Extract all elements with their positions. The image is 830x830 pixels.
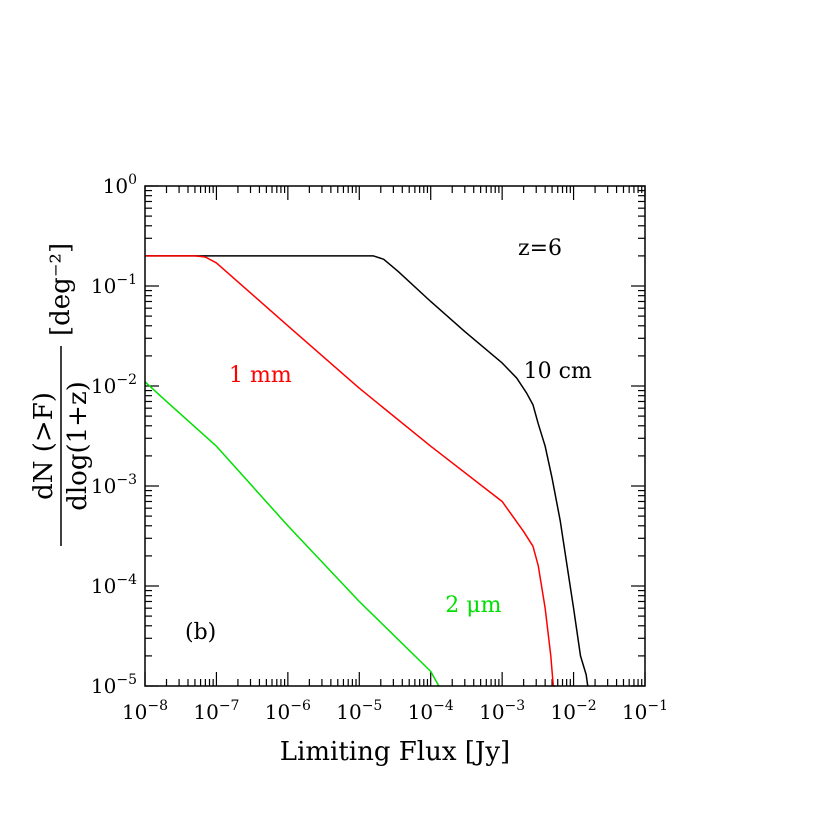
x-tick-label-0-exponent: −8 (147, 698, 168, 714)
x-tick-label-4-base: 10 (408, 700, 433, 724)
x-tick-label-5-exponent: −3 (505, 698, 526, 714)
y-tick-label-2: 10−3 (91, 472, 137, 498)
series-line-2 (144, 381, 440, 687)
x-tick-label-4-exponent: −4 (433, 698, 454, 714)
x-tick-label-0-base: 10 (122, 700, 147, 724)
y-tick-label-5-exponent: 0 (128, 172, 137, 188)
x-tick-label-2-base: 10 (265, 700, 290, 724)
x-tick-label-3: 10−5 (336, 698, 382, 724)
y-tick-label-2-base: 10 (91, 474, 116, 498)
x-tick-label-5: 10−3 (479, 698, 525, 724)
x-tick-label-7-exponent: −1 (647, 698, 668, 714)
x-tick-label-1-base: 10 (193, 700, 218, 724)
y-axis-label-numerator: dN (>F) (29, 392, 59, 500)
y-tick-label-0-exponent: −5 (116, 672, 137, 688)
x-tick-label-6-base: 10 (551, 700, 576, 724)
y-tick-label-0: 10−5 (91, 672, 137, 698)
y-tick-label-1-exponent: −4 (116, 572, 137, 588)
y-tick-label-3-exponent: −2 (116, 372, 137, 388)
y-tick-label-5-base: 10 (103, 174, 128, 198)
redshift-annotation: z=6 (518, 236, 562, 261)
y-tick-label-5: 100 (103, 172, 137, 198)
series-labels: 10 cm 1 mm 2 μm (229, 359, 592, 618)
y-tick-label-3-base: 10 (91, 374, 116, 398)
x-tick-label-4: 10−4 (408, 698, 454, 724)
series-label-1: 1 mm (229, 363, 292, 388)
x-tick-label-1-exponent: −7 (219, 698, 240, 714)
y-tick-label-4-exponent: −1 (116, 272, 137, 288)
series-line-1 (145, 255, 556, 687)
x-tick-label-2-exponent: −6 (290, 698, 311, 714)
y-tick-label-0-base: 10 (91, 674, 116, 698)
y-axis-label-denominator: dlog(1+z) (63, 381, 93, 511)
y-tick-label-1-base: 10 (91, 574, 116, 598)
y-tick-label-4: 10−1 (91, 272, 137, 298)
y-axis-label: dN (>F) dlog(1+z) [deg⁻²] (29, 243, 93, 546)
series-line-0 (145, 255, 589, 687)
y-tick-label-1: 10−4 (91, 572, 137, 598)
x-tick-labels: 10−8 10−7 10−6 10−5 10−4 10−3 10−2 10−1 (122, 698, 668, 724)
series-label-0: 10 cm (524, 359, 592, 384)
y-tick-label-2-exponent: −3 (116, 472, 137, 488)
x-tick-label-3-exponent: −5 (362, 698, 383, 714)
y-tick-label-3: 10−2 (91, 372, 137, 398)
panel-label: (b) (185, 620, 216, 645)
tick-marks (144, 185, 646, 687)
x-tick-label-7-base: 10 (622, 700, 647, 724)
series-lines (144, 255, 589, 687)
x-axis-label: Limiting Flux [Jy] (280, 737, 510, 767)
x-tick-label-5-base: 10 (479, 700, 504, 724)
x-tick-label-6-exponent: −2 (576, 698, 597, 714)
x-tick-label-2: 10−6 (265, 698, 311, 724)
x-tick-label-6: 10−2 (551, 698, 597, 724)
y-axis-label-unit: [deg⁻²] (46, 243, 76, 336)
series-label-2: 2 μm (445, 593, 501, 618)
x-tick-label-7: 10−1 (622, 698, 668, 724)
x-tick-label-3-base: 10 (336, 700, 361, 724)
plot-frame (144, 185, 646, 687)
y-tick-label-4-base: 10 (91, 274, 116, 298)
x-tick-label-0: 10−8 (122, 698, 168, 724)
x-tick-label-1: 10−7 (193, 698, 239, 724)
